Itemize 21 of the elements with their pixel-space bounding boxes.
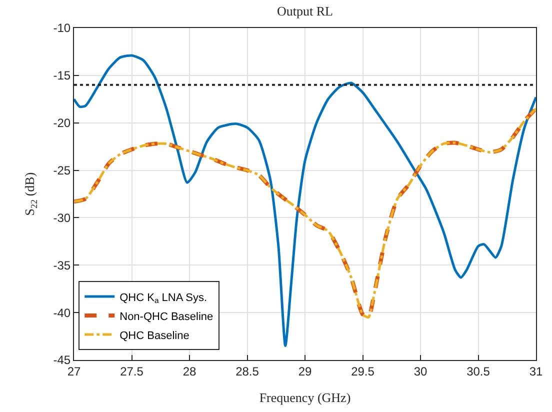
y-tick-label: -35	[53, 258, 71, 272]
y-tick-label: -20	[53, 116, 71, 130]
legend-label: QHC K$_{a}$ LNA Sys.	[120, 292, 208, 306]
x-tick-label: 31	[529, 364, 543, 378]
x-tick-label: 30.5	[466, 364, 490, 378]
legend-label: QHC Baseline	[120, 330, 190, 342]
y-tick-label: -25	[53, 163, 71, 178]
x-tick-label: 28	[182, 364, 196, 378]
y-tick-label: -30	[53, 210, 71, 225]
x-axis-title: Frequency (GHz)	[259, 390, 351, 405]
x-tick-label: 29	[298, 364, 312, 378]
chart-title: Output RL	[277, 3, 334, 18]
x-tick-label: 30	[414, 364, 428, 378]
y-tick-label: -10	[53, 21, 71, 36]
x-tick-label: 29.5	[351, 364, 375, 378]
x-tick-label: 27.5	[120, 364, 144, 378]
y-tick-label: -15	[53, 68, 71, 83]
legend-label: Non-QHC Baseline	[120, 310, 214, 323]
line-series	[74, 54, 536, 348]
y-tick-label: -40	[53, 306, 71, 320]
x-tick-label: 28.5	[236, 364, 260, 378]
